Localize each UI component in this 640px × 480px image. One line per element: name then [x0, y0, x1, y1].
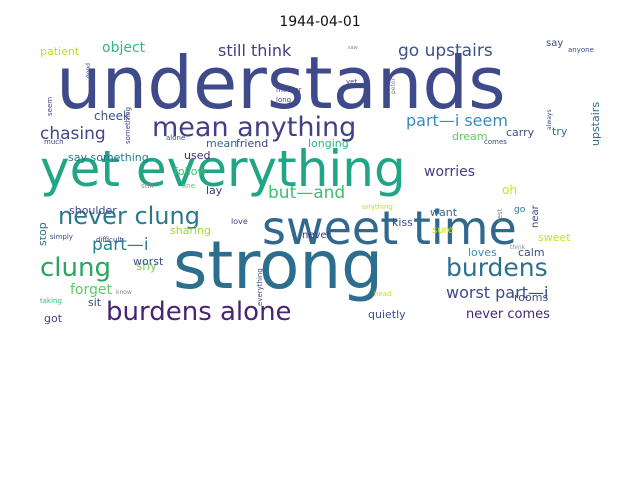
cloud-word: saw: [348, 45, 358, 51]
cloud-word: say something: [68, 151, 149, 164]
cloud-word: sweet: [538, 231, 571, 244]
cloud-word: never comes: [466, 307, 550, 322]
cloud-word: say: [546, 38, 563, 49]
cloud-word: always: [546, 109, 553, 130]
cloud-word: yet everything: [40, 140, 406, 198]
cloud-word: but—and: [268, 183, 345, 203]
cloud-word: burdens: [446, 253, 548, 282]
cloud-word: stop: [40, 222, 49, 246]
cloud-word: burdens alone: [106, 297, 292, 327]
cloud-word: patient: [40, 45, 80, 58]
cloud-word: loves: [468, 246, 497, 259]
cloud-word: lay: [206, 184, 223, 197]
cloud-word: shy: [136, 259, 157, 273]
cloud-word: one: [182, 182, 195, 190]
cloud-word: part—i seem: [406, 111, 508, 130]
cloud-word: mean anything: [152, 112, 356, 143]
cloud-word: anyone: [568, 46, 594, 54]
cloud-word: understands: [56, 41, 506, 125]
cloud-word: comes: [484, 138, 507, 146]
cloud-word: follow: [174, 165, 206, 178]
cloud-word: forget: [70, 282, 113, 298]
cloud-word: shoulder: [69, 204, 117, 217]
cloud-word: sharing: [170, 224, 211, 237]
cloud-word: sit: [88, 296, 102, 309]
cloud-word: love: [231, 217, 248, 226]
cloud-word: chasing: [40, 124, 106, 144]
cloud-word: seem: [46, 97, 54, 116]
cloud-word: simply: [50, 233, 73, 241]
cloud-word: got: [44, 312, 63, 325]
cloud-word: clung: [40, 253, 111, 283]
cloud-word: long: [276, 96, 291, 104]
cloud-word: quietly: [368, 308, 406, 321]
chart-title: 1944-04-01: [279, 14, 361, 30]
cloud-word: near: [530, 204, 541, 228]
cloud-word: cheek: [94, 109, 130, 123]
cloud-word: difficult: [96, 236, 122, 244]
cloud-word: never: [302, 230, 332, 241]
cloud-word: rest: [496, 208, 504, 222]
cloud-word: try: [552, 125, 568, 138]
cloud-word: part—i: [92, 235, 149, 255]
cloud-word: yet: [346, 78, 357, 86]
cloud-word: longing: [308, 137, 349, 150]
cloud-word: used: [184, 149, 210, 162]
cloud-word: anything: [362, 203, 393, 211]
cloud-word: go: [514, 205, 526, 215]
cloud-word: go upstairs: [398, 41, 493, 61]
cloud-word: oh: [502, 183, 517, 197]
cloud-word: never clung: [58, 202, 200, 230]
cloud-word: alone: [166, 134, 185, 142]
cloud-word: taking: [40, 297, 62, 305]
cloud-word: strong: [173, 227, 383, 304]
cloud-word: think: [510, 244, 526, 251]
cloud-word: mean: [206, 137, 237, 150]
cloud-word: still: [141, 182, 153, 190]
cloud-word: dream: [452, 130, 488, 143]
cloud-word: mother: [276, 86, 302, 94]
cloud-word: want: [430, 206, 458, 219]
cloud-word: friend: [236, 137, 268, 150]
cloud-word: upstairs: [589, 102, 602, 146]
cloud-word: worst: [133, 255, 164, 268]
cloud-word: worries: [424, 164, 475, 180]
cloud-word: rooms: [514, 291, 548, 304]
cloud-word: worst part—i: [446, 283, 548, 302]
cloud-word: everything: [256, 268, 264, 306]
cloud-word: good: [85, 63, 92, 78]
cloud-word: carry: [506, 126, 535, 139]
cloud-word: something: [124, 107, 132, 144]
cloud-word: still think: [218, 41, 292, 60]
cloud-word: sure: [432, 225, 454, 236]
cloud-word: kiss: [392, 216, 413, 229]
cloud-word: peter: [390, 77, 397, 94]
cloud-word: object: [102, 40, 146, 56]
cloud-word: calm: [518, 246, 545, 259]
cloud-word: head: [374, 290, 391, 298]
cloud-word: sweet time: [262, 201, 517, 255]
cloud-word: much: [44, 138, 64, 146]
cloud-word: know: [116, 289, 132, 296]
